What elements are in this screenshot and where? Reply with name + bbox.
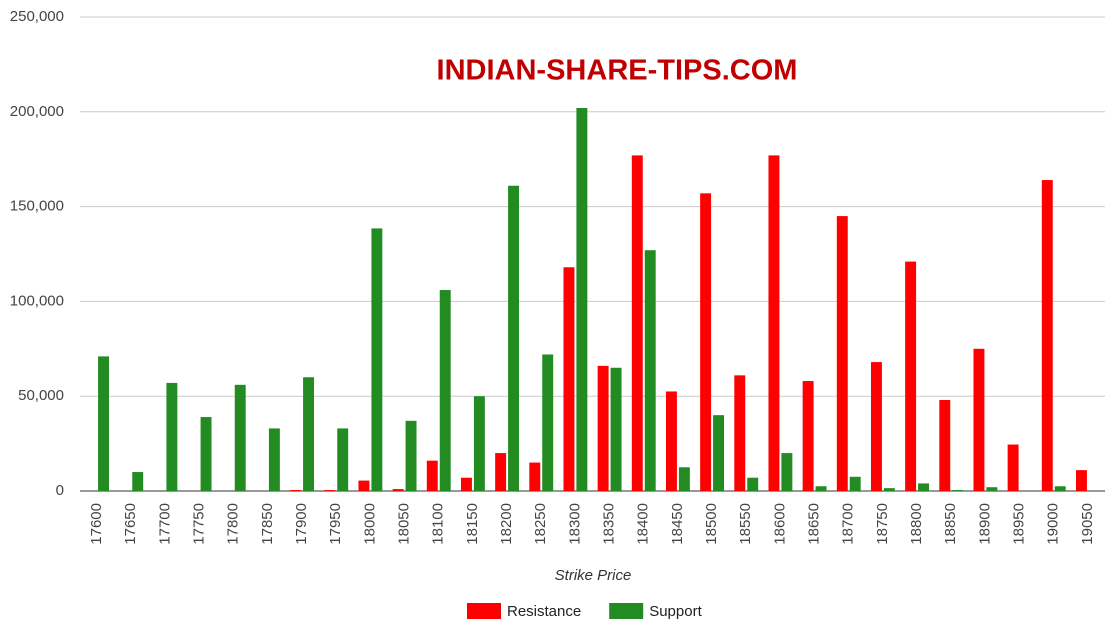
x-tick-label: 18150 xyxy=(464,503,481,545)
bar xyxy=(166,382,178,491)
x-tick-label: 17600 xyxy=(88,503,105,545)
bar xyxy=(405,420,417,491)
bar xyxy=(918,483,930,491)
bar xyxy=(576,108,588,492)
bar xyxy=(1041,180,1053,491)
bar xyxy=(986,487,998,491)
bar xyxy=(870,362,882,491)
y-tick-label: 250,000 xyxy=(10,8,64,25)
x-tick-label: 18300 xyxy=(566,503,583,545)
bar xyxy=(939,399,951,491)
bar xyxy=(734,375,746,491)
bar xyxy=(768,155,780,491)
x-tick-label: 18500 xyxy=(703,503,720,545)
x-tick-label: 18800 xyxy=(908,503,925,545)
bar xyxy=(700,193,712,491)
bar xyxy=(542,354,554,491)
x-tick-label: 17700 xyxy=(156,503,173,545)
y-tick-label: 0 xyxy=(56,482,64,499)
x-tick-label: 17750 xyxy=(191,503,208,545)
x-tick-label: 17850 xyxy=(259,503,276,545)
x-tick-label: 18700 xyxy=(840,503,857,545)
bar xyxy=(610,367,622,491)
bar xyxy=(781,453,793,491)
x-tick-label: 17800 xyxy=(225,503,242,545)
x-tick-label: 18250 xyxy=(532,503,549,545)
chart-title: INDIAN-SHARE-TIPS.COM xyxy=(437,55,798,87)
bar xyxy=(644,250,656,491)
y-tick-label: 100,000 xyxy=(10,292,64,309)
bar xyxy=(815,486,827,491)
bar xyxy=(268,428,280,491)
x-tick-label: 18400 xyxy=(635,503,652,545)
bar xyxy=(460,477,472,491)
bar xyxy=(303,377,315,491)
bar xyxy=(678,467,690,491)
x-tick-label: 19000 xyxy=(1045,503,1062,545)
x-tick-label: 18100 xyxy=(430,503,447,545)
bar xyxy=(836,216,848,491)
bar xyxy=(234,384,246,491)
y-tick-label: 50,000 xyxy=(18,387,64,404)
bar xyxy=(529,462,541,491)
bar xyxy=(905,261,917,491)
x-tick-label: 18000 xyxy=(361,503,378,545)
bar xyxy=(631,155,643,491)
x-tick-label: 17650 xyxy=(122,503,139,545)
x-tick-label: 18200 xyxy=(498,503,515,545)
bar xyxy=(358,480,370,491)
legend-swatch xyxy=(609,603,644,619)
x-tick-label: 17950 xyxy=(327,503,344,545)
y-tick-label: 150,000 xyxy=(10,198,64,215)
legend-label: Resistance xyxy=(507,603,581,620)
x-tick-label: 19050 xyxy=(1079,503,1096,545)
x-tick-label: 18650 xyxy=(806,503,823,545)
bar xyxy=(973,348,985,491)
bar xyxy=(426,460,438,491)
bar xyxy=(713,415,725,491)
bar xyxy=(132,472,144,491)
bar xyxy=(290,490,302,491)
bar xyxy=(1075,470,1087,491)
x-tick-label: 18900 xyxy=(976,503,993,545)
bar xyxy=(508,185,520,491)
bar xyxy=(98,356,110,491)
bar xyxy=(563,267,575,491)
x-tick-label: 18950 xyxy=(1011,503,1028,545)
bar xyxy=(495,453,507,491)
bar xyxy=(665,391,677,491)
x-tick-label: 18050 xyxy=(396,503,413,545)
bar xyxy=(200,417,212,491)
legend-label: Support xyxy=(649,603,702,620)
x-tick-label: 18850 xyxy=(942,503,959,545)
bar xyxy=(473,396,485,491)
bar xyxy=(1007,444,1019,491)
bar xyxy=(371,228,383,492)
bar xyxy=(952,490,964,491)
bar xyxy=(883,488,895,491)
x-tick-label: 18450 xyxy=(669,503,686,545)
x-tick-label: 18750 xyxy=(874,503,891,545)
x-tick-label: 18350 xyxy=(601,503,618,545)
bar xyxy=(1054,486,1066,491)
bar xyxy=(392,489,404,491)
bar xyxy=(747,477,759,491)
y-tick-label: 200,000 xyxy=(10,103,64,120)
legend-swatch xyxy=(467,603,501,619)
bar xyxy=(439,290,451,491)
bar xyxy=(337,428,349,491)
bar xyxy=(597,365,609,491)
bar xyxy=(802,381,814,491)
x-tick-label: 17900 xyxy=(293,503,310,545)
x-tick-label: 18550 xyxy=(737,503,754,545)
bar xyxy=(849,476,861,491)
bar xyxy=(324,490,336,491)
x-axis-label: Strike Price xyxy=(555,567,632,584)
x-tick-label: 18600 xyxy=(771,503,788,545)
